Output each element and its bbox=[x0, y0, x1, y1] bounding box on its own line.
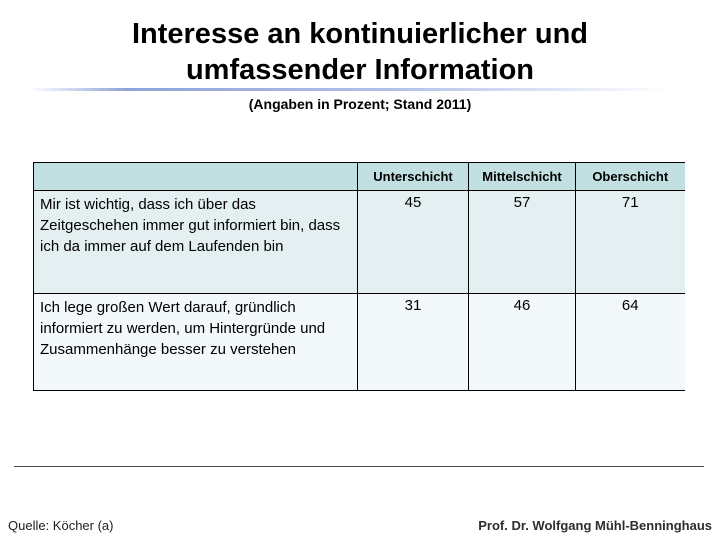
table-cell: 64 bbox=[575, 293, 685, 391]
table-cell: 46 bbox=[468, 293, 576, 391]
slide-title-line2: umfassender Information bbox=[185, 54, 535, 86]
title-divider bbox=[28, 88, 692, 91]
column-header-empty bbox=[33, 162, 358, 191]
author-credit: Prof. Dr. Wolfgang Mühl-Benninghaus bbox=[478, 518, 712, 533]
column-header-oberschicht: Oberschicht bbox=[575, 162, 685, 191]
table-cell: 45 bbox=[357, 190, 469, 294]
slide-title: Interesse an kontinuierlicher und umfass… bbox=[0, 16, 720, 88]
source-note: Quelle: Köcher (a) bbox=[8, 518, 114, 533]
table-cell: 31 bbox=[357, 293, 469, 391]
slide-subtitle: (Angaben in Prozent; Stand 2011) bbox=[248, 96, 472, 112]
table-row: Mir ist wichtig, dass ich über das Zeitg… bbox=[33, 190, 685, 294]
row-label: Mir ist wichtig, dass ich über das Zeitg… bbox=[33, 190, 358, 294]
table-header-row: Unterschicht Mittelschicht Oberschicht bbox=[33, 162, 685, 191]
table-row: Ich lege großen Wert darauf, gründlich i… bbox=[33, 293, 685, 391]
footer-divider bbox=[14, 466, 704, 467]
table-cell: 57 bbox=[468, 190, 576, 294]
column-header-mittelschicht: Mittelschicht bbox=[468, 162, 576, 191]
row-label: Ich lege großen Wert darauf, gründlich i… bbox=[33, 293, 358, 391]
data-table: Unterschicht Mittelschicht Oberschicht M… bbox=[33, 162, 685, 391]
table-cell: 71 bbox=[575, 190, 685, 294]
slide-title-line1: Interesse an kontinuierlicher und bbox=[131, 18, 589, 50]
column-header-unterschicht: Unterschicht bbox=[357, 162, 469, 191]
